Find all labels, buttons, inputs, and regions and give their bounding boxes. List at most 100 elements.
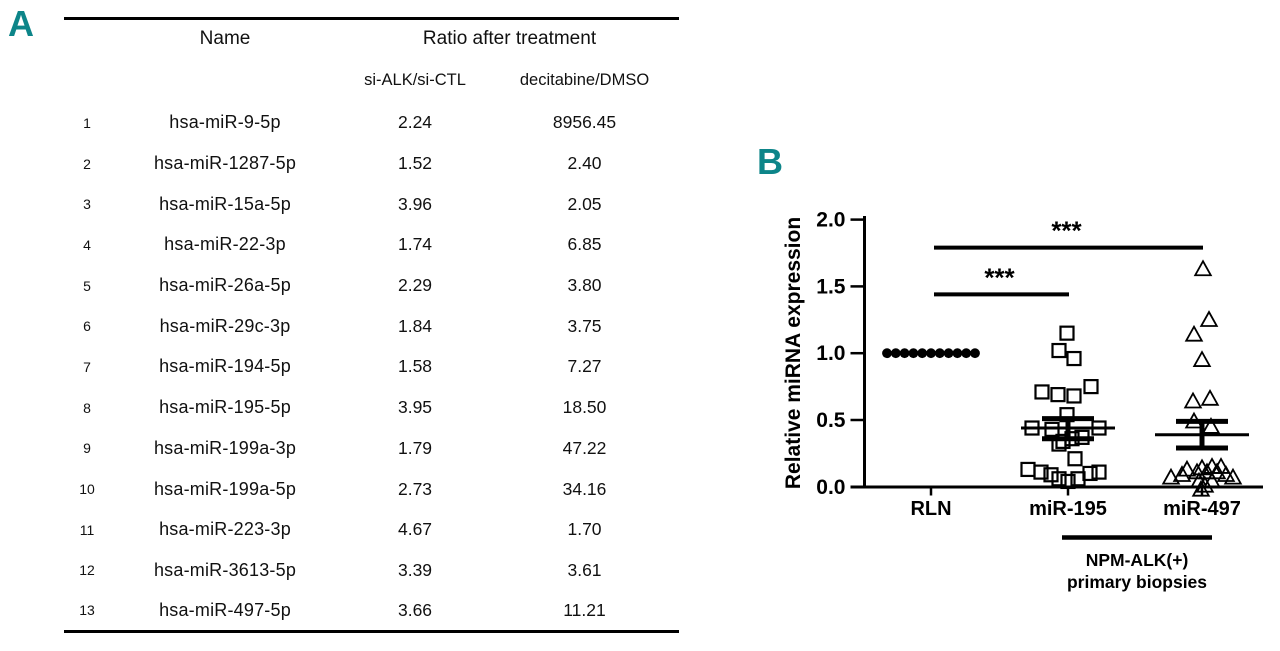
scatter-point-triangle [1191, 479, 1211, 497]
scatter-point-triangle [1201, 417, 1221, 434]
ratio-decitabine-value: 2.05 [567, 193, 602, 214]
y-tick-label: 2.0 [816, 209, 845, 232]
scatter-point-square [1033, 464, 1049, 480]
ratio-decitabine-value: 3.61 [567, 559, 602, 580]
scatter-point-circle [952, 348, 963, 359]
scatter-point-triangle [1223, 467, 1243, 485]
scatter-point-circle [934, 348, 945, 359]
scatter-point-square [1060, 473, 1076, 490]
row-number: 13 [79, 602, 95, 619]
scatter-point-circle [943, 348, 954, 359]
scatter-point-triangle [1199, 310, 1219, 327]
scatter-point-circle [890, 348, 901, 359]
significance-stars: *** [984, 262, 1015, 292]
scatter-point-square [1083, 379, 1099, 395]
scatter-point-square [1050, 387, 1066, 403]
scatter-point-square [1055, 433, 1071, 449]
ratio-decitabine-value: 11.21 [563, 599, 606, 620]
ratio-column-header: Ratio after treatment [422, 28, 597, 50]
table-row: 1 hsa-miR-9-5p 2.24 8956.45 [64, 103, 679, 144]
mirna-expression-scatter-plot: 0.0 0.5 1.0 1.5 2.0 Relative miRNA expression… [782, 209, 1263, 592]
ratio-decitabine-value: 8956.45 [552, 112, 617, 133]
mirna-name: hsa-miR-199a-5p [153, 478, 297, 499]
table-row: 4 hsa-miR-22-3p 1.74 6.85 [64, 225, 679, 266]
scatter-point-triangle [1183, 391, 1203, 409]
ratio-si-alk-value: 1.79 [397, 437, 433, 458]
mirna-name: hsa-miR-223-3p [159, 519, 291, 540]
panel-b-label: B [757, 141, 783, 182]
mirna-name: hsa-miR-3613-5p [153, 559, 297, 580]
scatter-point-triangle [1184, 324, 1204, 342]
scatter-point-square [1066, 388, 1082, 404]
ratio-si-alk-value: 4.67 [397, 519, 433, 540]
row-number: 10 [79, 481, 95, 498]
x-category-label: miR-195 [1029, 498, 1107, 520]
table-header-row-1: Name Ratio after treatment [64, 19, 679, 59]
scatter-point-triangle [1195, 475, 1215, 493]
table-row: 12 hsa-miR-3613-5p 3.39 3.61 [64, 550, 679, 591]
mirna-name: hsa-miR-194-5p [159, 356, 291, 377]
mirna-name: hsa-miR-199a-3p [153, 437, 297, 458]
scatter-point-square [1059, 325, 1075, 341]
mirna-name: hsa-miR-9-5p [169, 112, 281, 133]
significance-stars: *** [1051, 216, 1082, 246]
row-number: 8 [83, 399, 91, 416]
ratio-si-alk-value: 1.84 [397, 315, 433, 336]
ratio-decitabine-value: 7.27 [567, 356, 602, 377]
ratio-decitabine-value: 3.75 [567, 315, 602, 336]
ratio-si-alk-value: 2.73 [397, 478, 433, 499]
header-spacer [110, 59, 340, 103]
table-row: 11 hsa-miR-223-3p 4.67 1.70 [64, 509, 679, 550]
scatter-point-triangle [1172, 465, 1192, 482]
ratio-decitabine-value: 18.50 [562, 397, 607, 418]
scatter-point-circle [899, 348, 910, 359]
mirna-name: hsa-miR-22-3p [164, 234, 286, 255]
ratio-si-alk-value: 2.24 [397, 112, 433, 133]
mirna-name: hsa-miR-1287-5p [153, 153, 297, 174]
scatter-point-triangle [1200, 388, 1220, 406]
row-number: 6 [83, 318, 91, 335]
table-row: 2 hsa-miR-1287-5p 1.52 2.40 [64, 143, 679, 184]
scatter-point-circle [882, 348, 892, 359]
scatter-point-square [1082, 465, 1098, 482]
scatter-point-circle [917, 348, 928, 359]
row-number: 4 [83, 236, 91, 253]
scatter-point-triangle [1202, 471, 1222, 489]
scatter-point-circle [926, 348, 936, 359]
scatter-point-triangle [1161, 467, 1181, 485]
scatter-point-square [1067, 451, 1083, 467]
si-alk-subheader: si-ALK/si-CTL [364, 71, 466, 89]
table-row: 7 hsa-miR-194-5p 1.58 7.27 [64, 347, 679, 388]
ratio-si-alk-value: 1.52 [397, 153, 433, 174]
x-category-label: miR-497 [1163, 498, 1241, 520]
ratio-si-alk-value: 2.29 [397, 275, 433, 296]
scatter-point-triangle [1197, 462, 1217, 480]
scatter-point-square [1051, 471, 1067, 487]
y-tick-label: 1.0 [816, 342, 845, 365]
table-row: 9 hsa-miR-199a-3p 1.79 47.22 [64, 428, 679, 469]
ratio-si-alk-value: 1.74 [397, 234, 433, 255]
name-column-header: Name [199, 28, 251, 50]
header-spacer [64, 19, 110, 59]
ratio-decitabine-value: 3.80 [567, 275, 602, 296]
header-spacer [64, 59, 110, 103]
scatter-point-circle [970, 348, 980, 359]
row-number: 7 [83, 358, 91, 375]
table-row: 13 hsa-miR-497-5p 3.66 11.21 [64, 591, 679, 632]
ratio-decitabine-value: 34.16 [562, 478, 607, 499]
y-tick-label: 0.5 [816, 409, 846, 432]
ratio-si-alk-value: 1.58 [397, 356, 433, 377]
y-tick-label: 1.5 [816, 275, 846, 298]
mirna-name: hsa-miR-15a-5p [159, 193, 291, 214]
scatter-point-triangle [1177, 459, 1197, 477]
ratio-si-alk-value: 3.96 [397, 193, 433, 214]
scatter-point-circle [961, 348, 972, 359]
group-bracket-label-line1: NPM-ALK(+) [1086, 550, 1189, 570]
table-row: 3 hsa-miR-15a-5p 3.96 2.05 [64, 184, 679, 225]
scatter-point-square [1091, 464, 1107, 480]
scatter-point-circle [908, 348, 919, 359]
scatter-point-square [1066, 350, 1082, 367]
ratio-si-alk-value: 3.39 [397, 559, 433, 580]
group-bracket-label-line2: primary biopsies [1067, 572, 1207, 592]
row-number: 12 [79, 562, 95, 579]
